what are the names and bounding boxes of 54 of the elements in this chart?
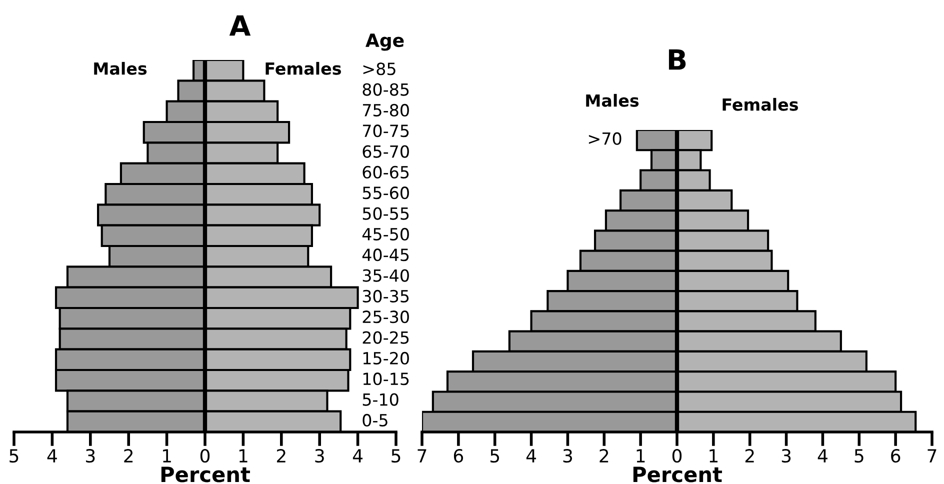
y-tick-label: 10-15 [363,372,409,386]
x-tick-label: 3 [782,448,791,463]
y-tick-label: 40-45 [362,248,409,262]
series-label: Males [586,94,639,107]
x-axis-title: Percent [633,466,722,482]
series-label: Males [94,62,147,75]
y-tick-label: >70 [588,132,622,145]
y-tick-label: 60-65 [362,166,409,179]
series-label: Females [266,62,341,75]
x-tick-label: 5 [10,449,18,463]
x-tick-label: 1 [710,449,718,462]
x-tick-label: 2 [600,448,608,462]
x-tick-label: 1 [163,449,171,462]
y-axis-title: Age [366,34,404,51]
x-tick-label: 5 [854,449,864,463]
y-tick-label: 70-75 [362,124,409,138]
x-tick-label: 0 [200,448,210,463]
x-tick-label: 5 [490,449,500,463]
x-tick-label: 1 [239,449,248,462]
y-tick-label: 65-70 [362,145,409,158]
x-tick-label: 6 [891,448,900,463]
x-tick-label: 5 [392,449,400,463]
x-tick-label: 3 [86,448,95,463]
y-tick-label: 45-50 [362,228,409,241]
y-tick-label: 75-80 [362,104,409,117]
y-tick-label: 25-30 [362,310,409,324]
y-tick-label: 80-85 [362,83,409,96]
x-tick-label: 0 [672,448,682,463]
x-tick-label: 1 [636,449,645,462]
y-tick-label: 55-60 [362,186,409,200]
chart-title: B [668,49,686,70]
x-tick-label: 3 [315,448,324,463]
y-tick-label: 35-40 [362,269,409,282]
y-tick-label: 5-10 [362,393,398,406]
x-tick-label: 7 [418,449,426,462]
x-tick-label: 2 [276,448,286,462]
x-tick-label: 6 [454,448,464,463]
y-tick-label: 15-20 [363,352,409,365]
y-tick-label: 0-5 [362,414,388,427]
x-tick-label: 4 [818,449,828,462]
x-tick-label: 4 [352,449,363,462]
x-axis-title: Percent [161,466,250,482]
y-tick-label: 20-25 [362,331,409,344]
x-tick-label: 7 [928,449,936,462]
series-label: Females [722,98,798,111]
y-tick-label: 50-55 [362,207,409,220]
chart-title: A [229,15,251,36]
x-tick-label: 4 [526,449,536,462]
x-tick-label: 2 [745,448,754,462]
x-tick-label: 2 [124,448,133,462]
y-tick-label: 30-35 [362,290,409,303]
x-tick-label: 3 [563,448,572,463]
x-tick-label: 4 [47,449,57,462]
y-tick-label: >85 [363,62,396,76]
